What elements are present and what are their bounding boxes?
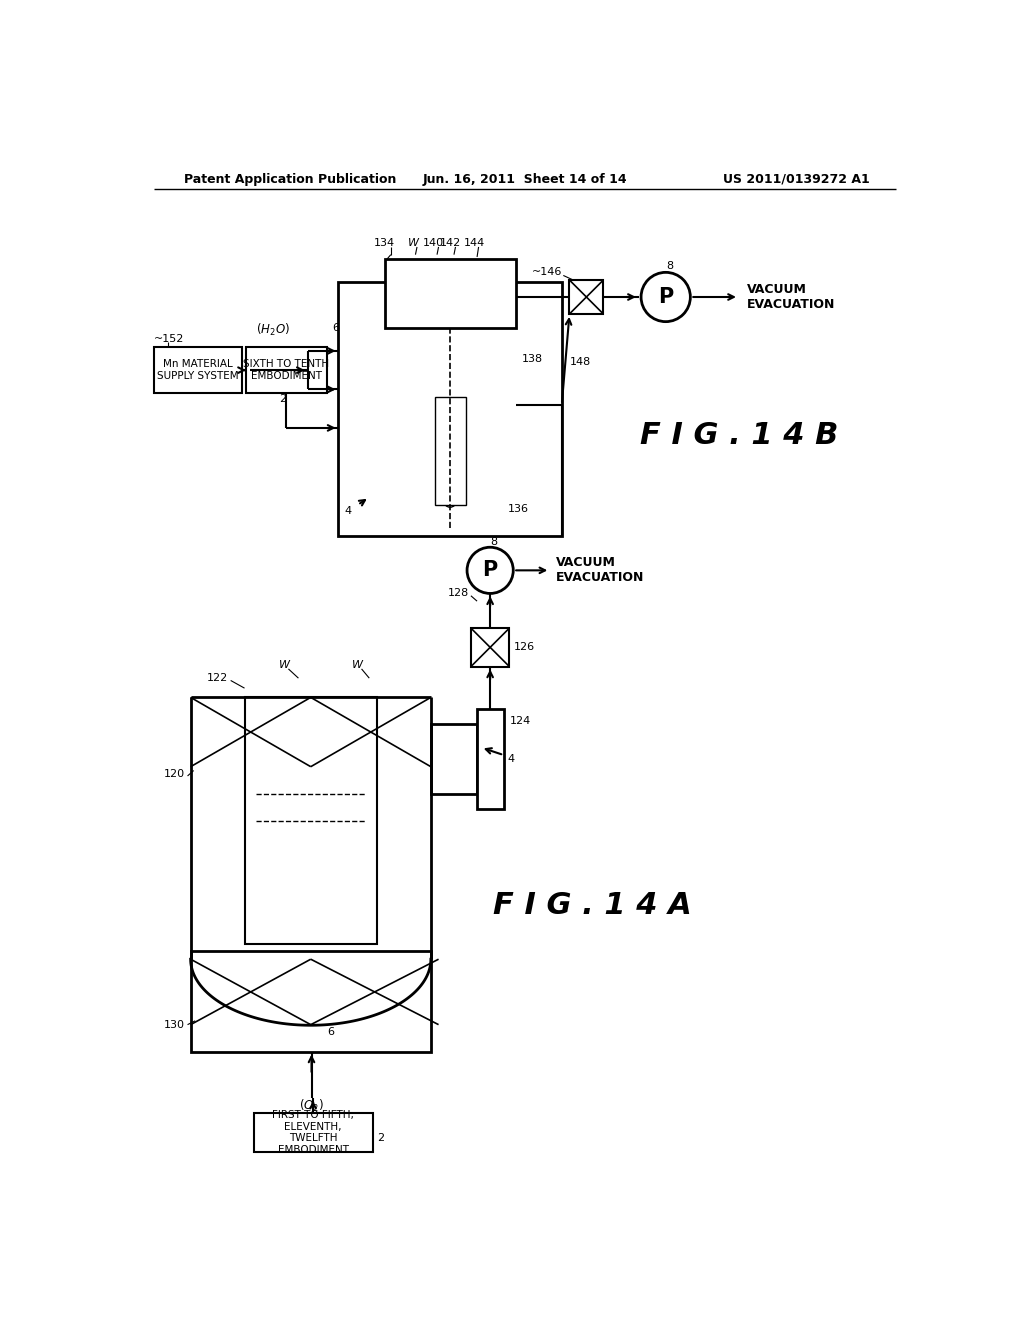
- Circle shape: [444, 403, 457, 414]
- Circle shape: [444, 433, 457, 446]
- Text: 4: 4: [345, 506, 352, 516]
- Text: P: P: [482, 561, 498, 581]
- Bar: [245, 697, 377, 944]
- Text: $(O_2)$: $(O_2)$: [299, 1097, 324, 1114]
- Text: 8: 8: [666, 261, 673, 271]
- Text: US 2011/0139272 A1: US 2011/0139272 A1: [723, 173, 869, 186]
- Text: 2: 2: [279, 393, 286, 404]
- Text: 4: 4: [508, 754, 515, 764]
- Text: Jun. 16, 2011  Sheet 14 of 14: Jun. 16, 2011 Sheet 14 of 14: [423, 173, 627, 186]
- Text: F I G . 1 4 B: F I G . 1 4 B: [640, 421, 838, 450]
- Text: 2: 2: [377, 1133, 384, 1143]
- Text: SIXTH TO TENTH
EMBODIMENT: SIXTH TO TENTH EMBODIMENT: [243, 359, 329, 381]
- Text: $(H_2O)$: $(H_2O)$: [256, 322, 290, 338]
- Text: FIRST TO FIFTH,
ELEVENTH,
TWELFTH
EMBODIMENT: FIRST TO FIFTH, ELEVENTH, TWELFTH EMBODI…: [272, 1110, 354, 1155]
- Text: 144: 144: [464, 238, 485, 248]
- Bar: [254, 1113, 373, 1151]
- Text: 8: 8: [490, 537, 498, 546]
- Circle shape: [641, 272, 690, 322]
- Text: W: W: [409, 238, 420, 248]
- Text: ~152: ~152: [154, 334, 184, 345]
- Circle shape: [444, 495, 457, 507]
- Text: VACUUM
EVACUATION: VACUUM EVACUATION: [556, 556, 644, 585]
- Text: Patent Application Publication: Patent Application Publication: [184, 173, 397, 186]
- Text: 120: 120: [164, 770, 184, 779]
- Text: Mn MATERIAL
SUPPLY SYSTEM: Mn MATERIAL SUPPLY SYSTEM: [157, 359, 239, 381]
- Text: VACUUM
EVACUATION: VACUUM EVACUATION: [746, 282, 835, 312]
- Text: 126: 126: [514, 643, 536, 652]
- Bar: [190, 952, 431, 1052]
- Text: W: W: [352, 660, 364, 671]
- Text: F I G . 1 4 A: F I G . 1 4 A: [494, 891, 692, 920]
- Text: P: P: [658, 286, 674, 308]
- Text: 140: 140: [423, 238, 443, 248]
- Text: 124: 124: [509, 715, 530, 726]
- Text: 128: 128: [449, 589, 469, 598]
- Circle shape: [444, 479, 457, 492]
- Text: 6: 6: [333, 323, 339, 333]
- Circle shape: [444, 418, 457, 430]
- Text: 134: 134: [374, 238, 395, 248]
- Text: 122: 122: [207, 673, 228, 684]
- Text: 138: 138: [521, 354, 543, 363]
- Bar: [385, 259, 515, 327]
- Bar: [339, 281, 562, 536]
- Bar: [471, 628, 509, 667]
- Bar: [246, 347, 327, 393]
- Bar: [431, 725, 477, 793]
- Bar: [154, 347, 243, 393]
- Text: W: W: [280, 660, 290, 671]
- Text: 142: 142: [439, 238, 461, 248]
- Bar: [569, 280, 603, 314]
- Bar: [435, 397, 466, 506]
- Text: 130: 130: [164, 1019, 184, 1030]
- Bar: [477, 709, 504, 809]
- Text: 136: 136: [508, 504, 528, 513]
- Text: 6: 6: [328, 1027, 334, 1038]
- Circle shape: [467, 548, 513, 594]
- Circle shape: [444, 465, 457, 477]
- Text: ~146: ~146: [531, 267, 562, 277]
- Circle shape: [444, 449, 457, 461]
- Text: 148: 148: [569, 358, 591, 367]
